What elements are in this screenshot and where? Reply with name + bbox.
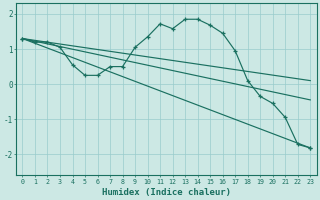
X-axis label: Humidex (Indice chaleur): Humidex (Indice chaleur) [102, 188, 231, 197]
